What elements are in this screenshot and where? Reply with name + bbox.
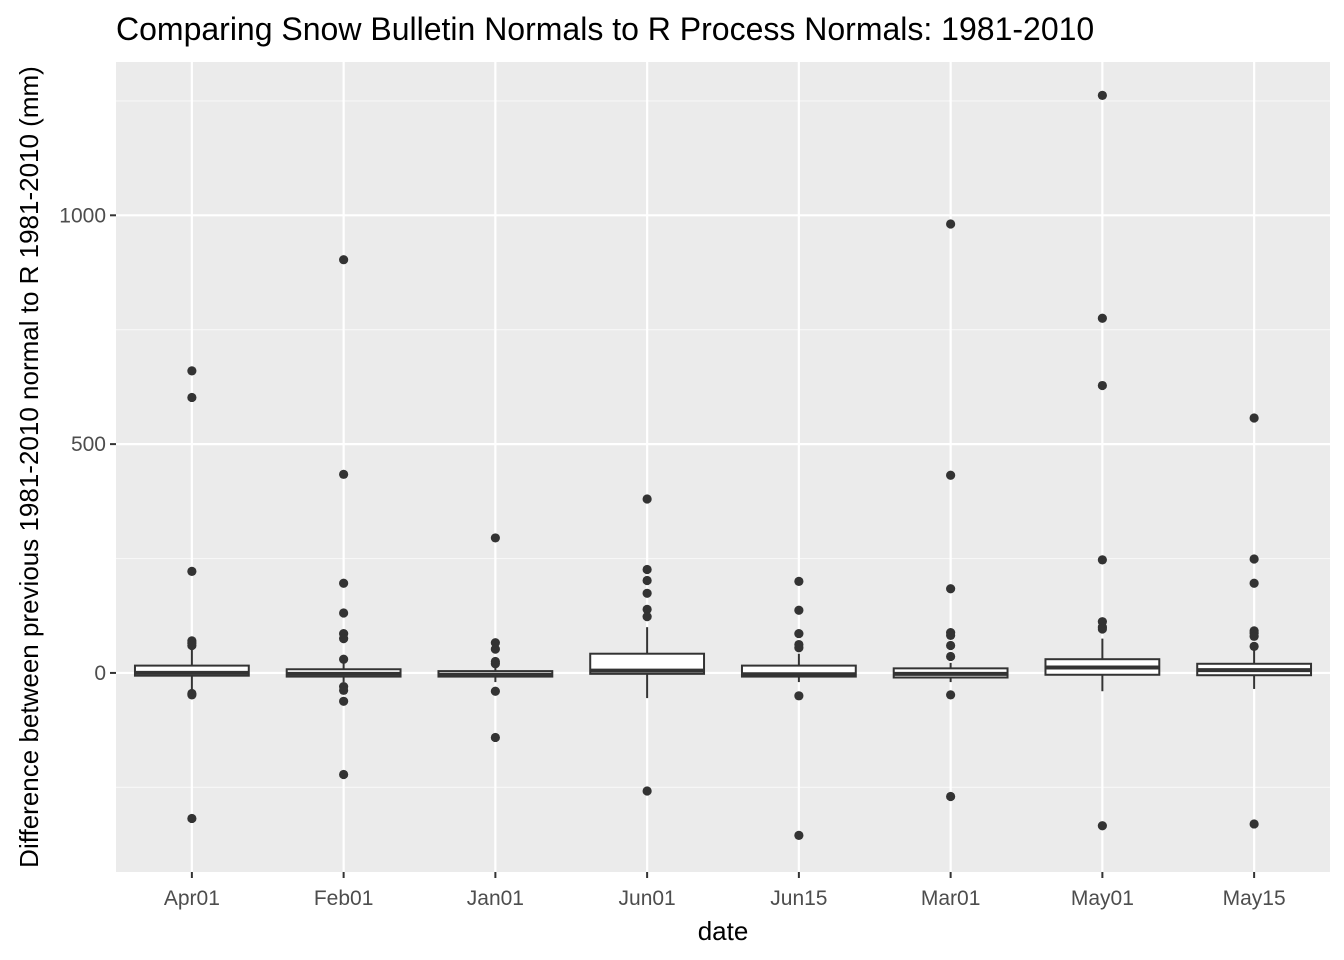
x-axis-title: date (698, 916, 749, 946)
outlier-point (794, 576, 804, 587)
outlier-point (1249, 819, 1259, 829)
outlier-point (339, 654, 349, 664)
box-group-may01 (1044, 90, 1161, 831)
box-group-jan01 (437, 533, 554, 743)
outlier-point (642, 786, 652, 796)
box-group-may15 (1196, 413, 1313, 829)
boxplot-series (133, 90, 1313, 840)
outlier-point (794, 691, 804, 701)
outlier-point (187, 392, 197, 403)
x-tick-label: Jan01 (467, 887, 524, 910)
y-tick-label: 1000 (59, 204, 106, 227)
box-group-feb01 (285, 255, 402, 780)
outlier-point (187, 566, 197, 576)
outlier-point (1249, 578, 1259, 588)
outlier-point (187, 690, 197, 700)
outlier-point (1097, 313, 1107, 323)
outlier-point (1097, 555, 1107, 565)
chart-title: Comparing Snow Bulletin Normals to R Pro… (116, 11, 1094, 47)
x-tick-label: Jun15 (770, 887, 827, 910)
outlier-point (642, 575, 652, 586)
outlier-point (794, 605, 804, 615)
outlier-point (339, 685, 349, 695)
outlier-point (339, 634, 349, 644)
outlier-point (490, 686, 500, 696)
x-tick-label: Feb01 (314, 887, 374, 910)
outlier-point (490, 638, 500, 648)
outlier-point (946, 584, 956, 594)
plot-panel (116, 62, 1330, 872)
x-axis: Apr01 Feb01 Jan01 Jun01 Jun15 Mar01 May01 May15 (164, 872, 1286, 910)
box-group-mar01 (892, 219, 1009, 802)
outlier-point (946, 651, 956, 662)
grid-lines (116, 62, 1330, 872)
outlier-point (946, 630, 956, 641)
outlier-point (1097, 624, 1107, 634)
y-tick-label: 0 (94, 662, 106, 685)
outlier-point (946, 470, 956, 480)
outlier-point (187, 366, 197, 376)
outlier-point (490, 533, 500, 543)
outlier-point (642, 494, 652, 504)
outlier-point (1249, 413, 1259, 423)
outlier-point (642, 564, 652, 575)
iqr-box (133, 664, 250, 677)
outlier-point (339, 608, 349, 618)
outlier-point (339, 769, 349, 780)
outlier-point (1097, 90, 1107, 101)
outlier-point (490, 732, 500, 743)
outlier-point (794, 628, 804, 639)
box-group-jun15 (740, 576, 857, 840)
y-tick-label: 500 (71, 433, 106, 456)
outlier-point (1249, 554, 1259, 564)
outlier-point (642, 612, 652, 622)
outlier-point (946, 791, 956, 802)
outlier-point (946, 640, 956, 651)
x-tick-label: Apr01 (164, 887, 220, 910)
outlier-point (946, 219, 956, 229)
outlier-point (187, 813, 197, 824)
outlier-point (946, 690, 956, 700)
outlier-point (1097, 380, 1107, 391)
outlier-point (187, 640, 197, 651)
x-tick-label: Mar01 (921, 887, 981, 910)
outlier-point (490, 659, 500, 669)
outlier-point (1097, 821, 1107, 831)
x-tick-label: May01 (1071, 887, 1134, 910)
outlier-point (339, 696, 349, 706)
outlier-point (1249, 641, 1259, 651)
outlier-point (339, 578, 349, 588)
outlier-point (1249, 631, 1259, 641)
outlier-point (642, 588, 652, 598)
iqr-box (740, 664, 857, 678)
outlier-point (490, 644, 500, 654)
outlier-point (794, 830, 804, 840)
outlier-point (642, 604, 652, 614)
y-axis: 0 500 1000 (59, 204, 116, 685)
x-tick-label: May15 (1223, 887, 1286, 910)
y-axis-title: Difference between previous 1981-2010 no… (14, 66, 44, 868)
outlier-point (339, 469, 349, 479)
box-group-apr01 (133, 366, 250, 824)
outlier-point (794, 643, 804, 653)
x-tick-label: Jun01 (619, 887, 676, 910)
outlier-point (339, 255, 349, 265)
box-group-jun01 (589, 494, 706, 796)
